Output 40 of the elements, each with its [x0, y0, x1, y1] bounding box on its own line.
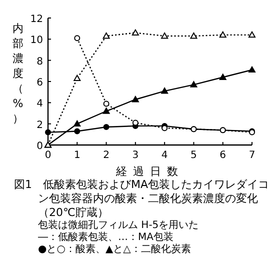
- text: ●と○：酸素、▲と△：二酸化炭素: [37, 244, 192, 256]
- x-tick-label: 7: [248, 150, 256, 161]
- x-tick-label: 2: [103, 150, 110, 161]
- point: [190, 32, 198, 39]
- y-axis-title: 内部濃度（%）: [12, 22, 24, 125]
- x-tick-label: 1: [74, 150, 80, 161]
- point: [219, 31, 226, 38]
- y-tick-label: 8: [36, 56, 43, 68]
- point: [161, 32, 168, 39]
- point: [190, 81, 198, 88]
- y-tick-label: 4: [36, 98, 43, 110]
- point: [103, 124, 110, 130]
- point: [132, 29, 139, 36]
- y-tick-label: 2: [36, 120, 43, 131]
- y-tick-label: 6: [36, 78, 43, 88]
- point: [161, 88, 168, 94]
- x-tick-label: 5: [190, 150, 197, 161]
- point: [45, 129, 51, 136]
- point: [248, 66, 256, 73]
- point: [248, 31, 256, 38]
- x-tick-label: 6: [220, 150, 226, 161]
- x-axis-title: 経過日数: [115, 165, 184, 178]
- point: [74, 74, 81, 82]
- point: [74, 128, 80, 134]
- point: [102, 32, 110, 39]
- y-tick-label: 0: [36, 141, 43, 152]
- point: [74, 35, 80, 42]
- point: [132, 96, 139, 102]
- y-tick-label: 12: [30, 14, 43, 25]
- point: [102, 108, 110, 114]
- x-tick-label: 3: [132, 150, 139, 161]
- text: ―：低酸素包装、…：MA包装: [37, 232, 174, 244]
- point: [219, 74, 226, 80]
- y-tick-label: 10: [30, 35, 43, 46]
- x-tick-label: 0: [44, 150, 52, 161]
- point: [103, 100, 110, 107]
- point: [74, 120, 81, 127]
- text: 包装は微細孔フィルム H-5を用いた: [37, 220, 200, 232]
- x-tick-label: 4: [161, 150, 168, 161]
- text: 図1 低酸素包装およびMA包装したカイワレダイコン包装容器内の酸素・二酸化炭素濃度の変化（20℃貯蔵）: [14, 178, 270, 220]
